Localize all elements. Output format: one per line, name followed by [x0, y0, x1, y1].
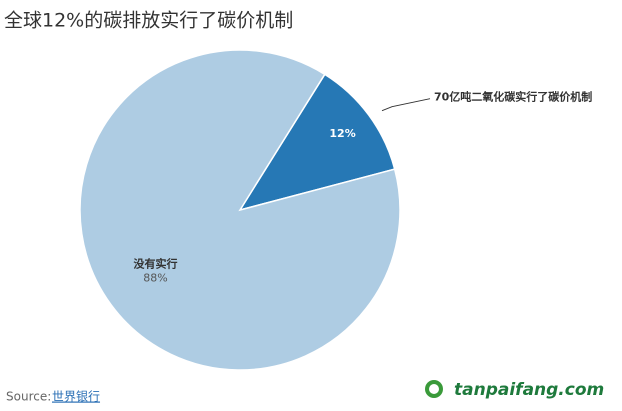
value-label: 88% [143, 271, 167, 284]
category-label: 70亿吨二氧化碳实行了碳价机制 [434, 90, 592, 104]
watermark-logo [425, 380, 443, 398]
logo-icon-inner [429, 384, 439, 394]
pie-slice [238, 73, 396, 212]
watermark: tanpaifang.com [454, 380, 604, 400]
chart-title: 全球12%的碳排放实行了碳价机制 [4, 10, 293, 32]
pie-slice [79, 49, 401, 371]
source-label: Source: [6, 390, 51, 404]
value-label: 12% [329, 127, 355, 140]
leader-line [381, 98, 431, 112]
category-label: 没有实行 [133, 256, 177, 270]
source-link[interactable]: 世界银行 [52, 390, 100, 404]
